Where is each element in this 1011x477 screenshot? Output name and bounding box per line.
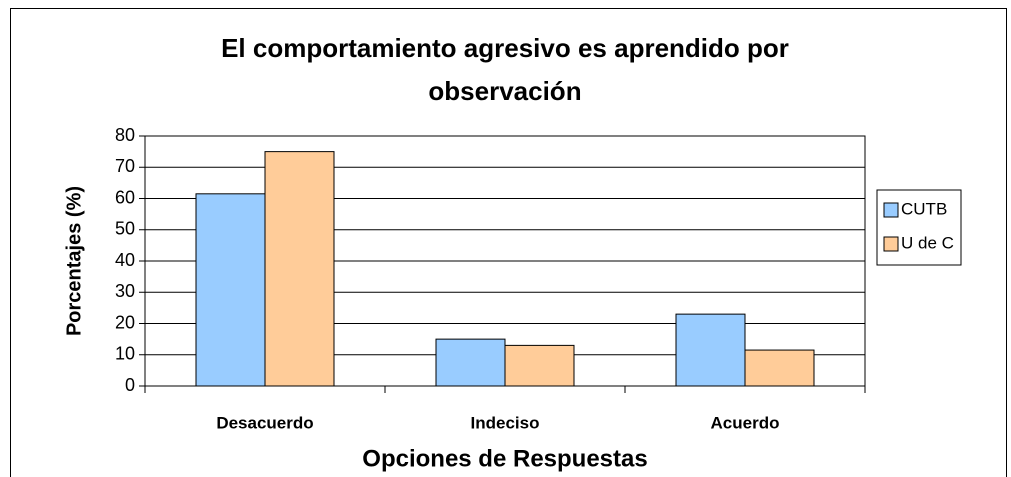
plot-frame [144,135,866,387]
chart-title: observación [428,76,581,106]
legend-swatch [883,202,899,218]
bar [675,313,746,387]
y-tick-label: 40 [115,250,135,270]
y-tick-label: 20 [115,312,135,332]
y-tick-label: 50 [115,219,135,239]
y-tick-label: 0 [125,375,135,395]
x-tick-label: Indeciso [471,413,540,432]
y-tick-label: 30 [115,281,135,301]
y-axis-label: Porcentajes (%) [63,186,85,336]
legend-label: CUTB [901,199,947,218]
legend-label: U de C [901,233,954,252]
bar [264,151,335,387]
y-tick-label: 10 [115,344,135,364]
bar [744,349,815,387]
bar [195,193,266,387]
y-tick-label: 60 [115,187,135,207]
x-axis-label: Opciones de Respuestas [362,445,647,472]
bar [435,338,506,387]
x-tick-label: Desacuerdo [216,413,313,432]
chart-frame [10,8,1007,477]
chart-title: El comportamiento agresivo es aprendido … [221,33,789,63]
y-tick-label: 80 [115,125,135,145]
bar [504,344,575,387]
legend-swatch [883,236,899,252]
x-tick-label: Acuerdo [711,413,780,432]
y-tick-label: 70 [115,156,135,176]
